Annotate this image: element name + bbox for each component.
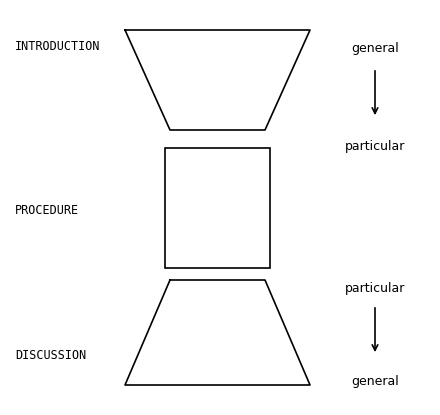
Text: general: general [351, 375, 399, 388]
Text: particular: particular [345, 282, 405, 295]
Bar [165, 148, 270, 268]
Text: INTRODUCTION: INTRODUCTION [15, 41, 100, 54]
Text: particular: particular [345, 140, 405, 153]
Text: DISCUSSION: DISCUSSION [15, 349, 86, 361]
Text: PROCEDURE: PROCEDURE [15, 203, 79, 217]
Text: general: general [351, 42, 399, 55]
